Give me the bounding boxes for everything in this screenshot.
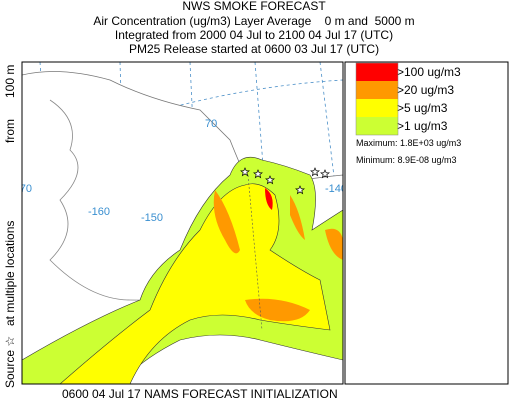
footer: 0600 04 Jul 17 NAMS FORECAST INITIALIZAT… [62, 387, 338, 401]
map-label: -160 [88, 206, 110, 218]
side-label: Source ☆ at multiple locations from 100 … [3, 65, 17, 388]
title: NWS SMOKE FORECAST [182, 0, 326, 13]
subtitle: Air Concentration (ug/m3) Layer Average … [93, 14, 414, 28]
map: 70 -170 -160 -150 -140 [10, 62, 347, 384]
legend-box [355, 62, 399, 136]
legend-swatch [356, 81, 398, 99]
map-frame [21, 61, 344, 385]
side-label-source: Source ☆ [3, 336, 17, 388]
side-label-height: 100 m [3, 65, 17, 98]
map-label: -140 [325, 183, 347, 195]
legend-maximum: Maximum: 1.8E+03 ug/m3 [356, 138, 461, 148]
legend-minimum: Minimum: 8.9E-08 ug/m3 [356, 155, 457, 165]
legend-label: >1 ug/m3 [397, 119, 448, 133]
legend-frame [344, 61, 509, 385]
legend-label: >20 ug/m3 [397, 83, 454, 97]
legend-label: >100 ug/m3 [397, 65, 461, 79]
subtitle: PM25 Release started at 0600 03 Jul 17 (… [129, 42, 379, 56]
legend: >100 ug/m3 >20 ug/m3 >5 ug/m3 >1 ug/m3 [355, 62, 461, 136]
legend-swatch [356, 99, 398, 117]
side-label-from: from [3, 119, 17, 143]
legend-label: >5 ug/m3 [397, 101, 448, 115]
map-label: -170 [10, 183, 32, 195]
subtitle: Integrated from 2000 04 Jul to 2100 04 J… [115, 28, 393, 42]
legend-swatch [356, 117, 398, 135]
legend-swatch [356, 63, 398, 81]
map-label: 70 [205, 118, 217, 130]
side-label-locations: at multiple locations [3, 221, 17, 326]
map-label: -150 [141, 212, 163, 224]
